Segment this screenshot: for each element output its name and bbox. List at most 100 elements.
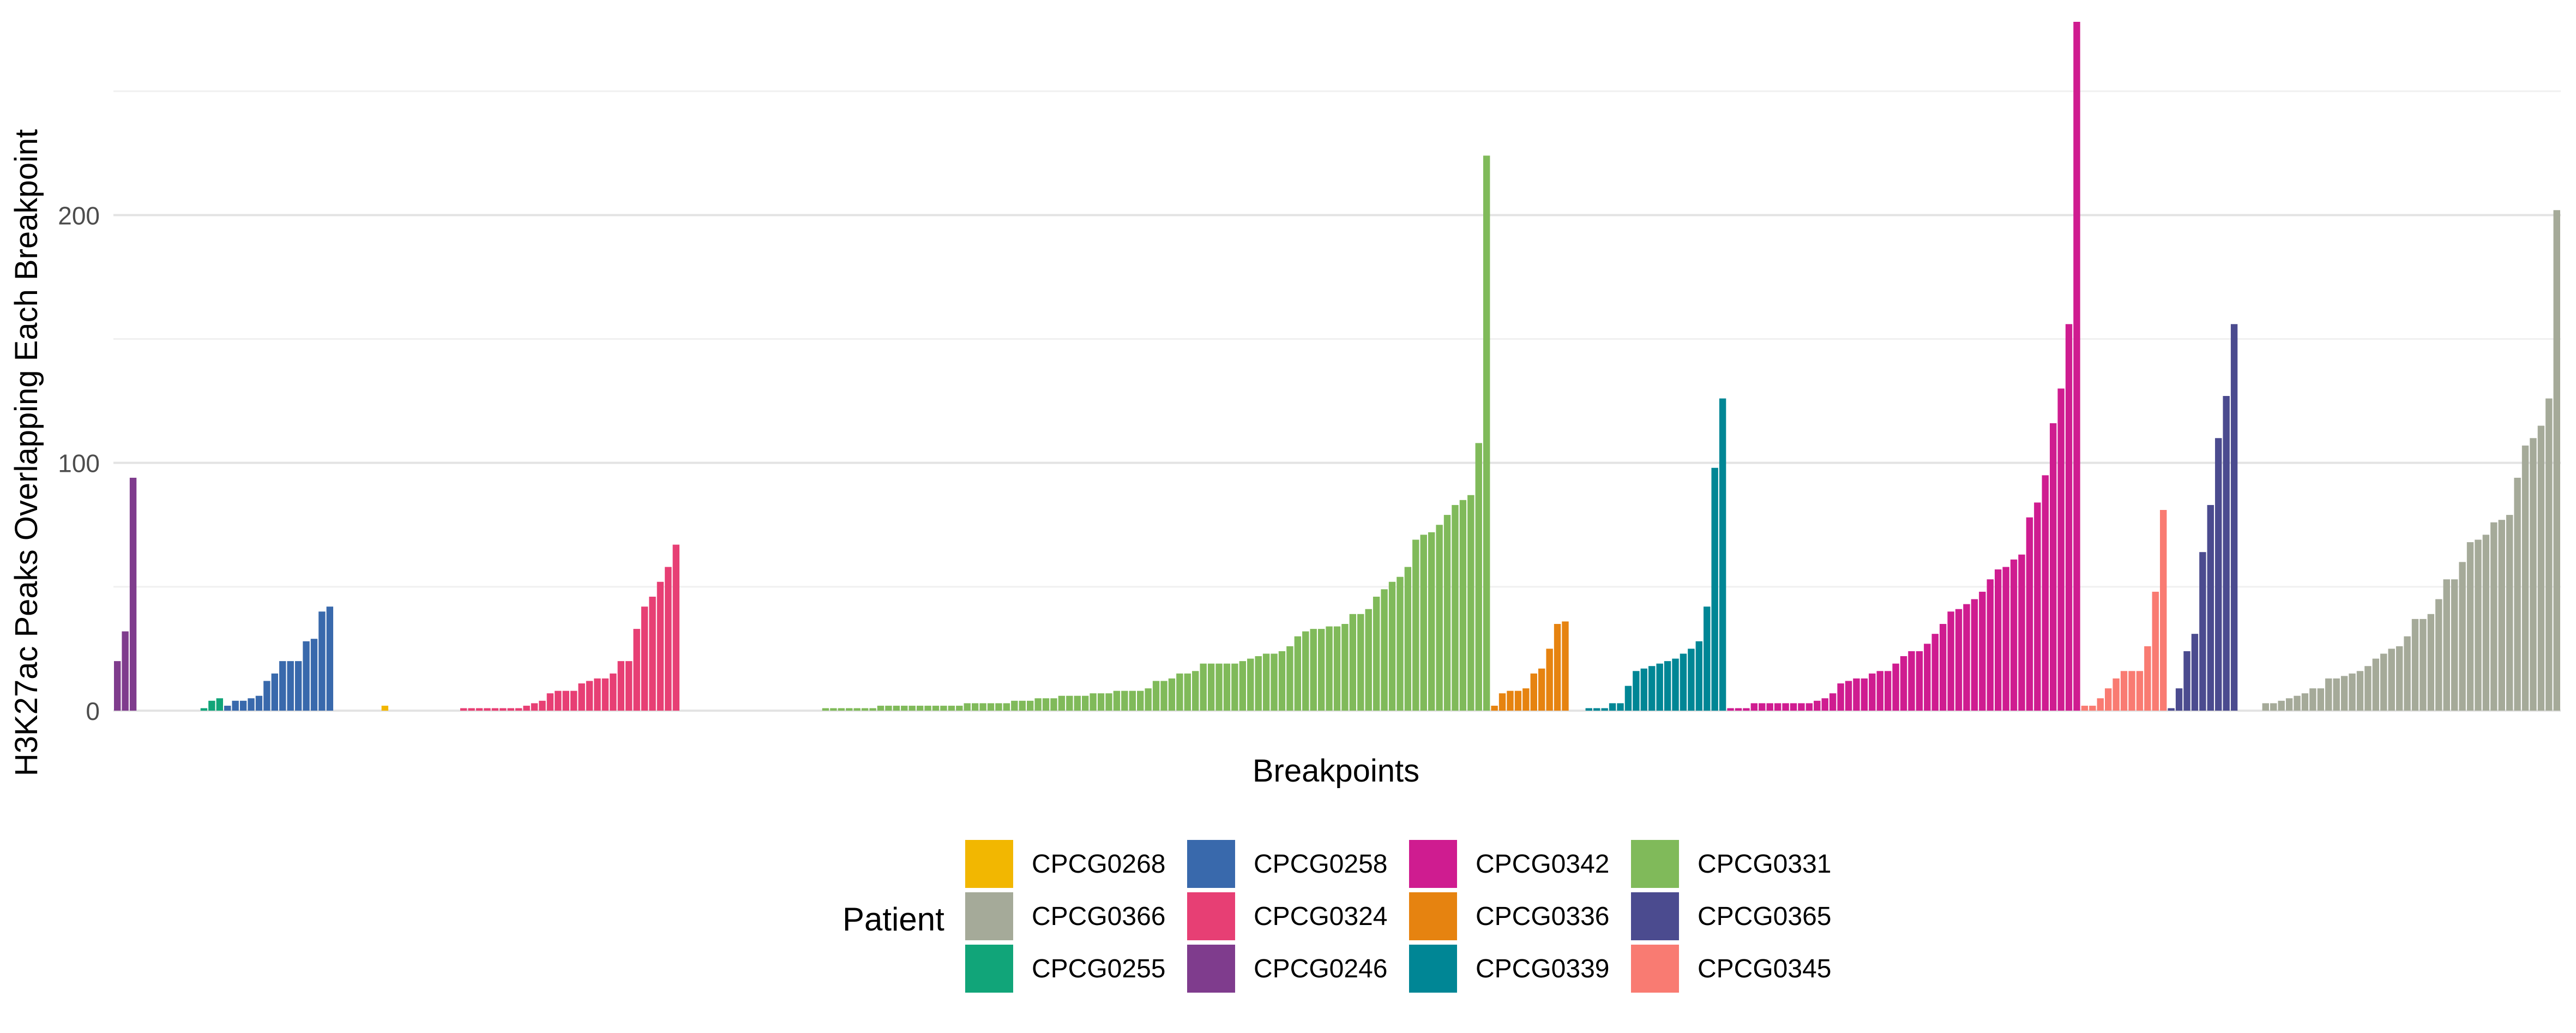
bar	[2317, 688, 2325, 711]
bar	[2294, 695, 2301, 711]
bar	[1137, 690, 1144, 711]
bar	[248, 698, 255, 711]
bar	[1498, 693, 1506, 711]
bar	[2278, 700, 2285, 711]
y-tick-label: 0	[86, 697, 100, 725]
bar	[1271, 653, 1278, 711]
bar	[893, 705, 900, 711]
bar	[2427, 614, 2435, 711]
bar	[1829, 693, 1837, 711]
bar	[1790, 703, 1797, 711]
bar	[625, 661, 633, 711]
bar	[1782, 703, 1789, 711]
bar	[1097, 693, 1105, 711]
bar	[1310, 629, 1317, 711]
bar	[1349, 614, 1357, 711]
bar	[610, 673, 617, 711]
legend-key	[965, 892, 1013, 940]
bar	[2026, 517, 2033, 711]
bar	[853, 708, 860, 711]
bar	[1774, 703, 1781, 711]
bar	[2050, 423, 2057, 711]
bar	[1255, 656, 1262, 711]
bar	[1026, 700, 1034, 711]
bar	[2506, 515, 2513, 711]
bar	[2183, 651, 2190, 711]
legend-key	[1187, 840, 1235, 888]
bar	[1853, 678, 1860, 711]
bar	[1341, 623, 1349, 711]
bar	[830, 708, 837, 711]
bar	[1507, 690, 1514, 711]
bar	[1082, 695, 1089, 711]
legend-label: CPCG0258	[1254, 850, 1387, 879]
bar	[2215, 438, 2222, 711]
bar	[2514, 477, 2521, 711]
legend-label: CPCG0365	[1698, 902, 1831, 931]
bar	[1459, 500, 1467, 711]
legend-key	[1631, 840, 1679, 888]
bar	[987, 703, 995, 711]
bar	[2537, 425, 2545, 711]
bar	[1562, 621, 1569, 711]
bar	[2270, 703, 2277, 711]
bar	[1711, 467, 1718, 711]
bar	[1113, 690, 1121, 711]
bar	[1664, 661, 1671, 711]
bar	[1805, 703, 1813, 711]
bar	[657, 581, 664, 711]
bar	[2128, 671, 2135, 711]
bar	[1884, 671, 1892, 711]
bar	[2223, 396, 2230, 711]
bar	[1876, 671, 1883, 711]
bar	[956, 705, 963, 711]
bar	[271, 673, 279, 711]
bar	[2451, 579, 2458, 711]
bar	[1750, 703, 1758, 711]
bar	[255, 695, 263, 711]
bar	[665, 567, 672, 711]
bar	[1302, 631, 1309, 711]
bar	[1633, 671, 1640, 711]
bar	[1987, 579, 1994, 711]
bar	[1483, 155, 1490, 711]
bar	[1861, 678, 1868, 711]
legend-label: CPCG0345	[1698, 954, 1831, 983]
y-axis-title: H3K27ac Peaks Overlapping Each Breakpoin…	[9, 129, 44, 776]
bar	[908, 705, 916, 711]
bar	[114, 661, 121, 711]
bar	[1397, 576, 1404, 711]
bar	[2144, 646, 2151, 711]
bar	[1381, 589, 1388, 711]
bar	[1727, 708, 1734, 711]
bar	[2002, 567, 2009, 711]
bar	[2530, 438, 2537, 711]
bar	[279, 661, 286, 711]
bar	[2482, 534, 2490, 711]
bar	[2207, 505, 2214, 711]
bar	[1239, 661, 1247, 711]
bar	[2230, 324, 2238, 711]
bar	[2065, 324, 2073, 711]
bar	[1294, 636, 1302, 711]
bar	[1979, 591, 1986, 711]
bar	[1971, 599, 1978, 711]
bar	[979, 703, 986, 711]
bar	[1672, 658, 1679, 711]
bar	[1333, 626, 1341, 711]
bar	[601, 678, 609, 711]
bar	[1192, 671, 1199, 711]
bar	[1207, 663, 1215, 711]
bar	[1554, 623, 1561, 711]
legend-key	[1631, 892, 1679, 940]
bar	[1050, 698, 1057, 711]
bar	[2034, 502, 2041, 711]
bar	[2388, 648, 2395, 711]
bar	[2112, 678, 2120, 711]
bar	[1247, 658, 1254, 711]
bar	[2160, 510, 2167, 711]
bar	[2490, 522, 2497, 711]
bar	[2333, 678, 2340, 711]
bar	[2199, 552, 2206, 711]
